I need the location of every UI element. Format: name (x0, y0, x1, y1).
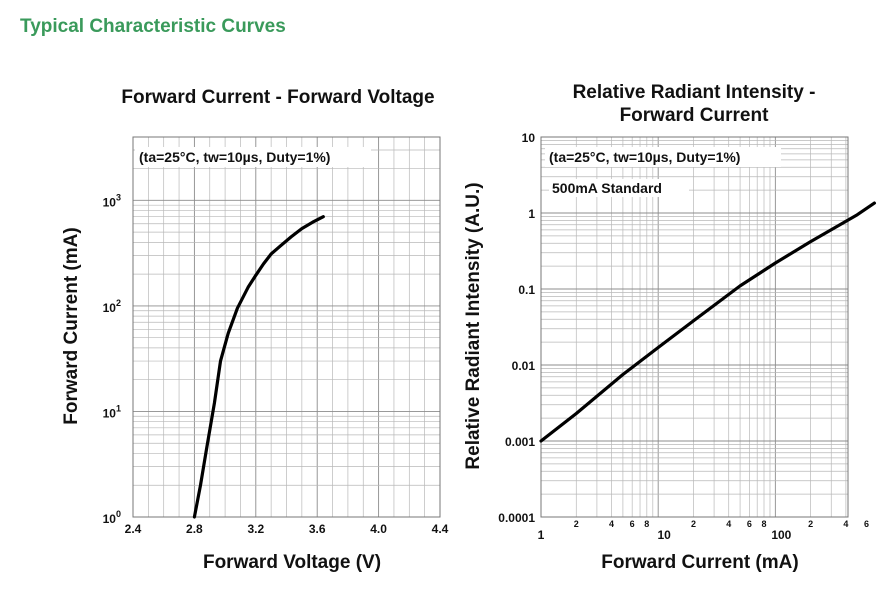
chart2-title-line1: Relative Radiant Intensity - (573, 82, 816, 103)
chart1-y-tick-label: 100 (103, 509, 121, 526)
chart2-y-tick-label: 0.001 (505, 435, 535, 449)
chart1-annotation-bg (135, 147, 371, 167)
chart2-x-minor-tick-label: 4 (726, 519, 731, 529)
chart2-x-minor-tick-label: 4 (609, 519, 614, 529)
chart2-y-tick-label: 0.1 (518, 283, 535, 297)
chart1-x-tick-label: 4.0 (370, 522, 387, 536)
chart2-x-minor-tick-label: 2 (808, 519, 813, 529)
chart2-annotation: (ta=25°C, tw=10µs, Duty=1%) (549, 149, 740, 165)
chart2-title-line2: Forward Current (620, 105, 770, 126)
chart2-x-axis-label: Forward Current (mA) (601, 552, 798, 573)
chart2-x-minor-tick-label: 2 (691, 519, 696, 529)
chart2-x-minor-tick-label: 6 (747, 519, 752, 529)
chart1-y-tick-label: 101 (103, 403, 121, 420)
chart1-title: Forward Current - Forward Voltage (121, 87, 434, 108)
chart1-x-tick-label: 2.8 (186, 522, 203, 536)
chart2-x-minor-tick-label: 6 (630, 519, 635, 529)
chart1-y-tick-label: 103 (103, 192, 121, 209)
chart2-x-tick-label: 1 (538, 528, 545, 542)
chart2-frame (540, 136, 849, 518)
chart2-annotation-standard: 500mA Standard (552, 180, 662, 196)
chart2-x-minor-tick-label: 8 (644, 519, 649, 529)
chart2-annotation2-bg (549, 179, 689, 197)
chart2-x-tick-label: 10 (657, 528, 671, 542)
chart2-x-minor-tick-label: 8 (761, 519, 766, 529)
chart2-x-minor-tick-label: 2 (574, 519, 579, 529)
chart2-x-tick-label: 100 (771, 528, 791, 542)
chart2-y-tick-label: 0.01 (512, 359, 536, 373)
chart2-series-line (539, 201, 877, 443)
chart1-annotation: (ta=25°C, tw=10µs, Duty=1%) (139, 149, 330, 165)
chart2-y-tick-label: 1 (528, 207, 535, 221)
chart2-x-minor-tick-label: 6 (864, 519, 869, 529)
chart1-y-axis-label: Forward Current (mA) (61, 227, 82, 424)
chart1-x-tick-label: 2.4 (125, 522, 142, 536)
chart1-plot: (ta=25°C, tw=10µs, Duty=1%) 2.4 2.8 3.2 3.6 4… (103, 136, 449, 536)
chart2-y-axis-label: Relative Radiant Intensity (A.U.) (463, 182, 484, 469)
page-heading: Typical Characteristic Curves (20, 16, 286, 37)
chart1-x-axis-label: Forward Voltage (V) (203, 552, 381, 573)
chart1-y-tick-label: 102 (103, 298, 121, 315)
chart1-frame (132, 136, 441, 518)
chart1-x-tick-label: 3.6 (309, 522, 326, 536)
chart1-x-tick-label: 3.2 (247, 522, 264, 536)
chart2-y-tick-label: 0.0001 (498, 511, 535, 525)
chart2-y-tick-label: 10 (522, 131, 536, 145)
chart1-series-line (192, 215, 325, 519)
chart2-annotation-bg (545, 147, 781, 167)
chart2-x-minor-tick-label: 4 (843, 519, 848, 529)
chart1-x-tick-label: 4.4 (432, 522, 449, 536)
chart2-plot: (ta=25°C, tw=10µs, Duty=1%) 500mA Standar… (498, 131, 877, 542)
